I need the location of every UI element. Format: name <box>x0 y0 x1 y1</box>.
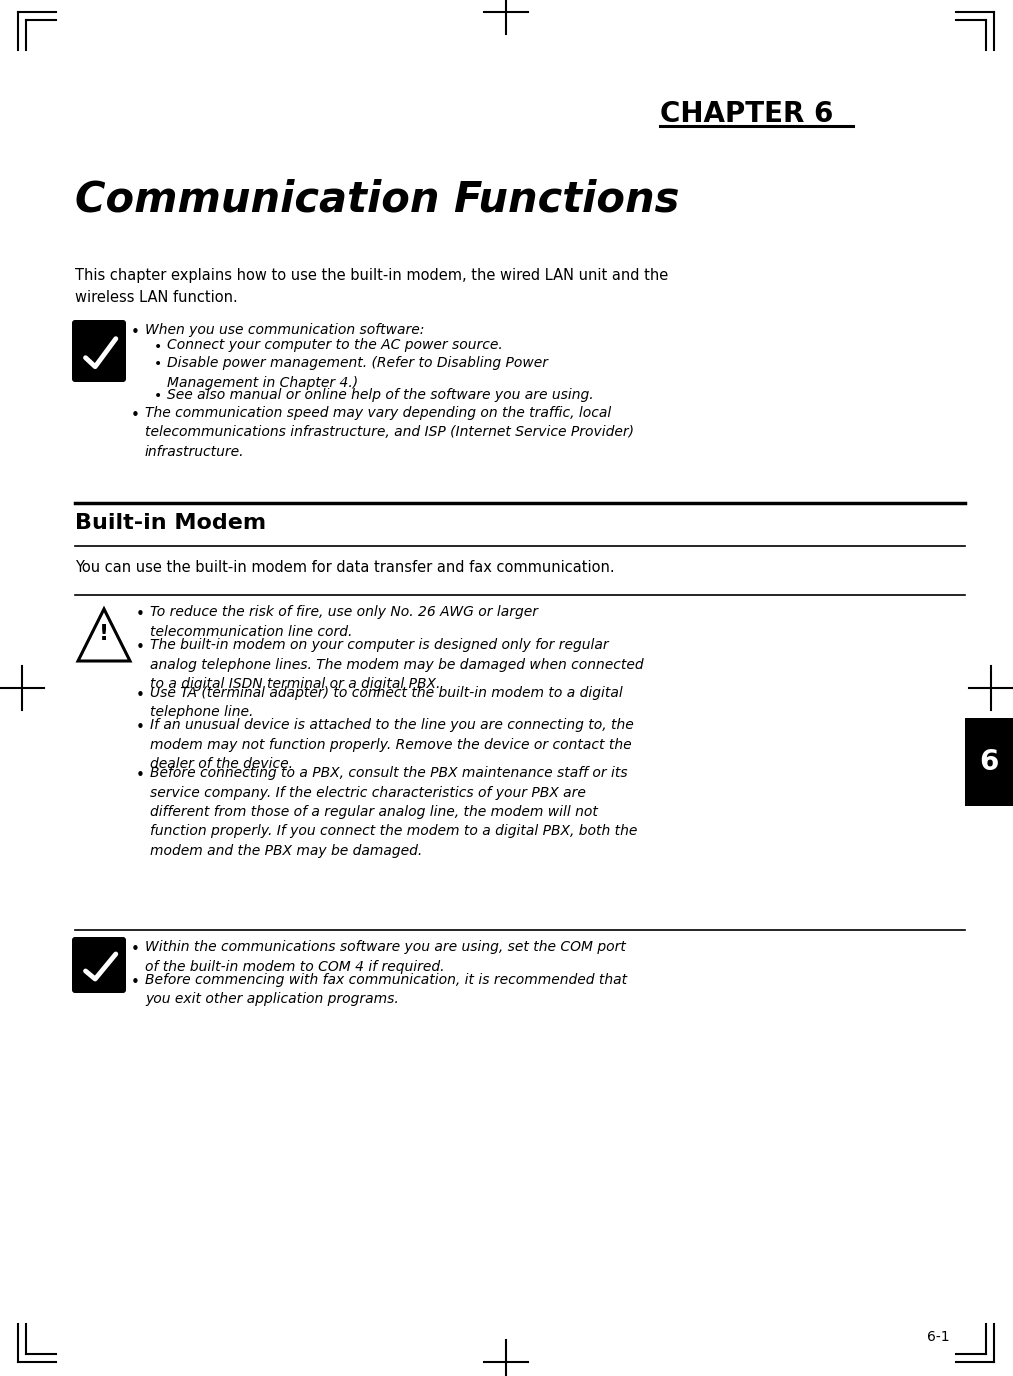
Text: Connect your computer to the AC power source.: Connect your computer to the AC power so… <box>167 338 502 352</box>
Text: To reduce the risk of fire, use only No. 26 AWG or larger
telecommunication line: To reduce the risk of fire, use only No.… <box>150 605 538 638</box>
Text: Communication Functions: Communication Functions <box>75 178 680 220</box>
Polygon shape <box>78 610 130 660</box>
Text: Use TA (terminal adapter) to connect the built-in modem to a digital
telephone l: Use TA (terminal adapter) to connect the… <box>150 685 623 720</box>
Text: The built-in modem on your computer is designed only for regular
analog telephon: The built-in modem on your computer is d… <box>150 638 643 691</box>
Text: Built-in Modem: Built-in Modem <box>75 513 266 533</box>
Text: Within the communications software you are using, set the COM port
of the built-: Within the communications software you a… <box>145 940 626 973</box>
Text: This chapter explains how to use the built-in modem, the wired LAN unit and the
: This chapter explains how to use the bui… <box>75 268 669 305</box>
Text: Disable power management. (Refer to Disabling Power
Management in Chapter 4.): Disable power management. (Refer to Disa… <box>167 356 548 389</box>
Text: •: • <box>131 943 140 956</box>
Text: •: • <box>131 407 140 422</box>
Text: •: • <box>136 721 145 736</box>
Bar <box>965 718 1013 806</box>
Text: •: • <box>131 976 140 989</box>
FancyBboxPatch shape <box>72 321 126 383</box>
Text: CHAPTER 6: CHAPTER 6 <box>660 100 834 128</box>
Text: !: ! <box>99 623 109 644</box>
Text: The communication speed may vary depending on the traffic, local
telecommunicati: The communication speed may vary dependi… <box>145 406 634 458</box>
Text: 6-1: 6-1 <box>927 1331 950 1344</box>
Text: •: • <box>136 607 145 622</box>
Text: Before connecting to a PBX, consult the PBX maintenance staff or its
service com: Before connecting to a PBX, consult the … <box>150 766 637 859</box>
Text: 6: 6 <box>980 749 999 776</box>
Text: You can use the built-in modem for data transfer and fax communication.: You can use the built-in modem for data … <box>75 560 615 575</box>
Text: •: • <box>136 768 145 783</box>
Text: •: • <box>154 356 162 372</box>
Text: When you use communication software:: When you use communication software: <box>145 323 424 337</box>
Text: •: • <box>136 640 145 655</box>
Text: Before commencing with fax communication, it is recommended that
you exit other : Before commencing with fax communication… <box>145 973 627 1006</box>
FancyBboxPatch shape <box>72 937 126 993</box>
Text: •: • <box>154 340 162 354</box>
Text: If an unusual device is attached to the line you are connecting to, the
modem ma: If an unusual device is attached to the … <box>150 718 634 772</box>
Text: •: • <box>136 688 145 703</box>
Text: •: • <box>154 389 162 403</box>
Text: •: • <box>131 325 140 340</box>
Text: See also manual or online help of the software you are using.: See also manual or online help of the so… <box>167 388 594 402</box>
